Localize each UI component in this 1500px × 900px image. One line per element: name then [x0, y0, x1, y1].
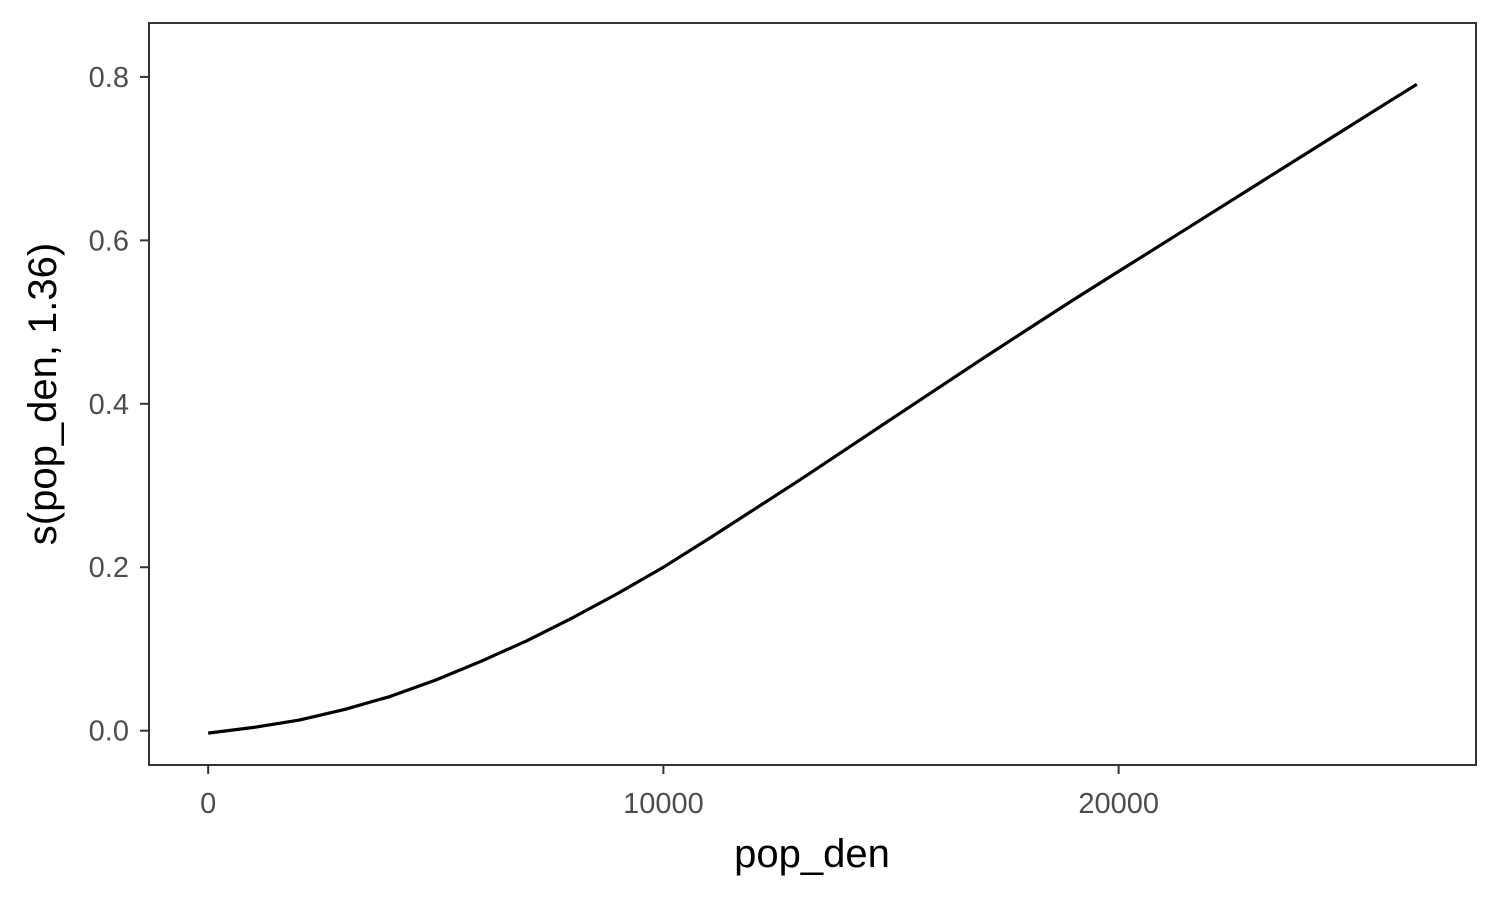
- x-axis: 0 10000 20000: [200, 765, 1159, 820]
- series-line: [208, 82, 1418, 735]
- y-tick-label: 0.8: [89, 62, 129, 94]
- series-layer: [208, 82, 1418, 735]
- x-tick-label: 0: [200, 788, 216, 820]
- y-tick-label: 0.6: [89, 225, 129, 257]
- x-tick-label: 10000: [623, 788, 704, 820]
- y-tick-label: 0.0: [89, 716, 129, 748]
- y-tick-label: 0.4: [89, 389, 129, 421]
- x-axis-title: pop_den: [734, 832, 890, 876]
- y-axis: 0.0 0.2 0.4 0.6 0.8: [89, 62, 149, 748]
- x-tick-label: 20000: [1078, 788, 1159, 820]
- plot-background: [149, 23, 1476, 765]
- y-axis-title: s(pop_den, 1.36): [21, 243, 65, 545]
- y-tick-label: 0.2: [89, 552, 129, 584]
- plot-border: [148, 22, 1477, 766]
